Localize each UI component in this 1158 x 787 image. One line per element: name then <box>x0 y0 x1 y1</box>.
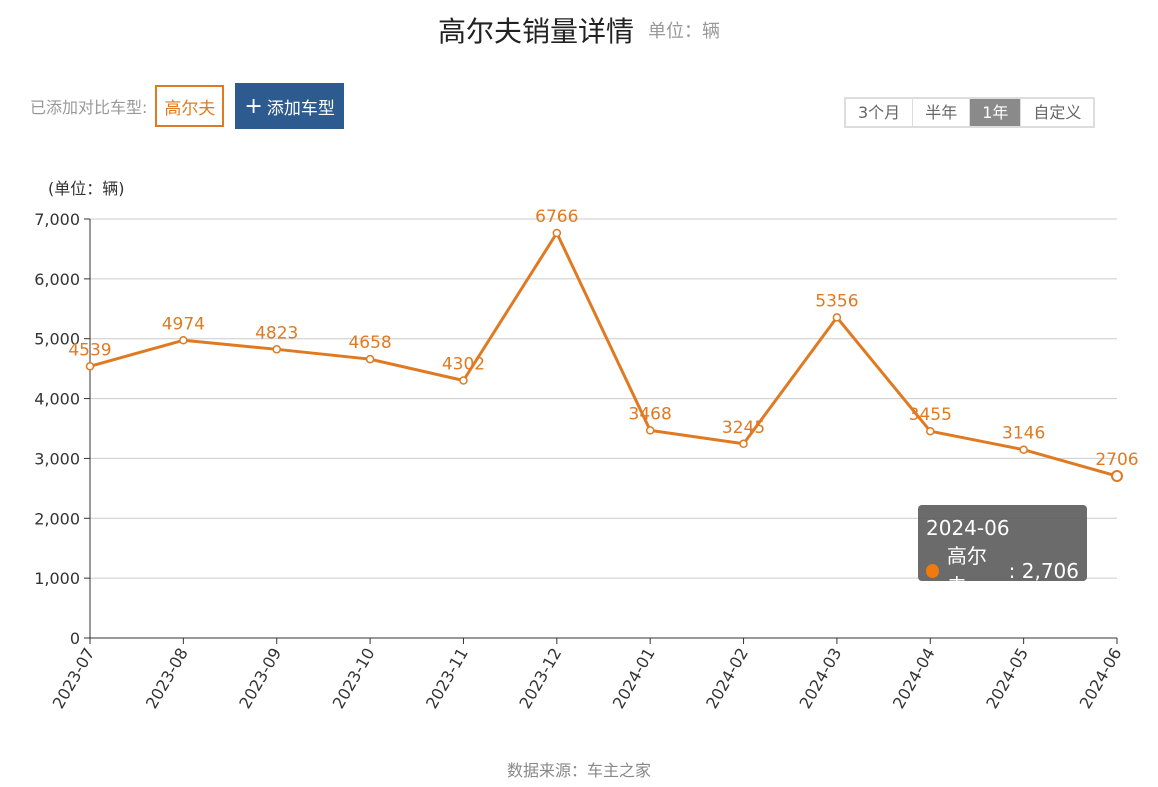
x-tick-label: 2024-02 <box>702 645 752 712</box>
chart-title: 高尔夫销量详情 <box>437 15 634 48</box>
data-label: 3245 <box>722 418 765 438</box>
x-tick-label: 2024-03 <box>795 645 845 712</box>
y-tick-label: 2,000 <box>34 509 80 528</box>
data-label: 3468 <box>629 404 672 424</box>
data-point <box>459 376 468 385</box>
series-line <box>89 231 1118 478</box>
data-point <box>85 362 95 371</box>
data-point <box>179 336 188 345</box>
x-tick-label: 2024-05 <box>982 645 1032 712</box>
y-tick-label: 0 <box>70 629 80 648</box>
data-point <box>832 313 842 322</box>
model-tag-golf[interactable]: 高尔夫 <box>155 85 225 127</box>
tooltip-value: 2,706 <box>1021 559 1079 583</box>
data-point <box>365 354 375 364</box>
data-point <box>645 426 655 435</box>
data-label: 4302 <box>442 354 485 374</box>
data-label: 5356 <box>815 291 858 311</box>
model-tag-label: 高尔夫 <box>164 98 216 119</box>
title-unit: 单位：辆 <box>648 21 720 42</box>
tab-1-year[interactable]: 1年 <box>970 99 1022 126</box>
data-label: 6766 <box>535 207 578 227</box>
data-label: 2706 <box>1095 450 1138 470</box>
data-label: 4974 <box>162 314 205 334</box>
data-label: 4539 <box>68 340 111 360</box>
x-tick-label: 2023-10 <box>329 645 379 712</box>
x-tick-label: 2023-11 <box>422 645 472 712</box>
add-model-button[interactable]: + 添加车型 <box>235 83 344 129</box>
compare-label: 已添加对比车型: <box>30 98 148 117</box>
y-axis-label: (单位：辆) <box>48 179 125 198</box>
data-tooltip: 2024-06 高尔夫 : 2,706 <box>918 505 1087 598</box>
plus-icon: + <box>244 93 263 119</box>
data-label: 3146 <box>1002 424 1045 444</box>
range-tabs: 3个月 半年 1年 自定义 <box>844 97 1096 128</box>
y-tick-label: 7,000 <box>34 210 80 229</box>
tooltip-date: 2024-06 <box>926 516 1010 540</box>
x-tick-label: 2024-04 <box>889 645 939 712</box>
tooltip-row: 高尔夫 : 2,706 <box>926 541 1079 601</box>
data-point <box>926 426 935 436</box>
y-tick-label: 5,000 <box>34 330 80 349</box>
data-point <box>739 439 748 449</box>
y-tick-label: 6,000 <box>34 270 80 289</box>
tab-half-year[interactable]: 半年 <box>913 99 971 126</box>
add-model-label: 添加车型 <box>266 98 335 119</box>
data-label: 3455 <box>909 405 952 425</box>
y-tick-label: 4,000 <box>34 390 80 409</box>
y-tick-label: 3,000 <box>34 449 80 468</box>
data-source: 数据来源：车主之家 <box>506 761 651 780</box>
compare-bar: 已添加对比车型: 高尔夫 + 添加车型 <box>30 83 344 129</box>
data-point <box>272 345 281 354</box>
x-tick-label: 2024-06 <box>1076 645 1126 712</box>
data-point <box>1019 445 1028 454</box>
x-tick-label: 2023-08 <box>142 645 192 712</box>
series-dot-icon <box>926 564 939 578</box>
data-label: 4823 <box>255 323 298 343</box>
tooltip-sep: : <box>1002 559 1022 583</box>
data-point <box>552 228 562 238</box>
x-tick-label: 2023-12 <box>515 645 565 712</box>
y-tick-label: 1,000 <box>34 569 80 588</box>
tab-custom[interactable]: 自定义 <box>1033 103 1082 122</box>
x-tick-label: 2023-07 <box>49 645 99 712</box>
data-label: 4658 <box>348 333 391 353</box>
data-point <box>1111 470 1123 483</box>
page-title: 高尔夫销量详情 单位：辆 <box>0 10 1158 50</box>
tab-3-months[interactable]: 3个月 <box>846 99 914 126</box>
x-tick-label: 2024-01 <box>609 645 659 712</box>
tooltip-series: 高尔夫 <box>946 544 987 598</box>
x-tick-label: 2023-09 <box>235 645 285 712</box>
